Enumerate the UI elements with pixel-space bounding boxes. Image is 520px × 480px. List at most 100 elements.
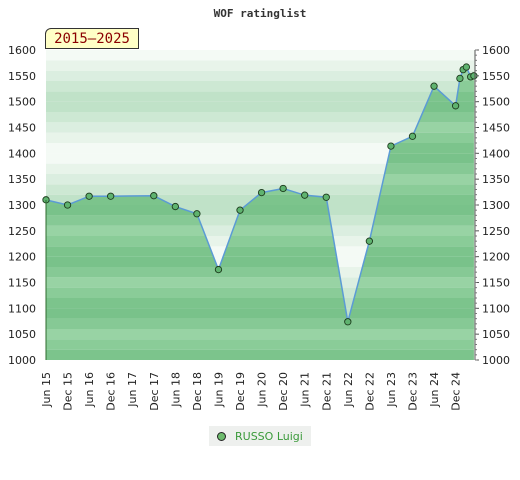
y-tick-label-right: 1500 bbox=[482, 96, 510, 109]
y-tick-label-right: 1250 bbox=[482, 225, 510, 238]
y-axis-left: 1000 1050 1100 1150 1200 1250 1300 1350 1400 1450… bbox=[8, 44, 47, 367]
background-band bbox=[46, 50, 475, 61]
data-point bbox=[257, 188, 266, 197]
y-tick-label: 1500 bbox=[8, 96, 36, 109]
x-tick-label: Jun 19 bbox=[212, 372, 225, 408]
x-tick-label: Dec 23 bbox=[406, 372, 419, 411]
y-tick-label-right: 1550 bbox=[482, 70, 510, 83]
background-band bbox=[46, 174, 475, 185]
x-tick-label: Jun 23 bbox=[385, 372, 398, 408]
y-tick-label: 1450 bbox=[8, 122, 36, 135]
x-tick-label: Jun 24 bbox=[428, 372, 441, 408]
y-tick-label: 1600 bbox=[8, 44, 36, 57]
x-tick-label: Jun 18 bbox=[169, 372, 182, 408]
background-band bbox=[46, 60, 475, 71]
y-tick-label-right: 1050 bbox=[482, 328, 510, 341]
x-tick-label: Jun 20 bbox=[256, 372, 269, 408]
area-band bbox=[46, 194, 474, 205]
x-tick-label: Dec 17 bbox=[148, 372, 161, 411]
y-tick-label: 1300 bbox=[8, 199, 36, 212]
y-tick-label: 1050 bbox=[8, 328, 36, 341]
y-tick-label: 1350 bbox=[8, 173, 36, 186]
y-tick-label-right: 1150 bbox=[482, 277, 510, 290]
data-point bbox=[344, 318, 352, 326]
x-tick-label: Jun 21 bbox=[299, 372, 312, 408]
y-tick-label: 1250 bbox=[8, 225, 36, 238]
data-point bbox=[322, 193, 330, 201]
y-tick-label-right: 1600 bbox=[482, 44, 510, 57]
area-band bbox=[46, 205, 474, 216]
area-band bbox=[46, 287, 474, 298]
x-tick-label: Jun 22 bbox=[342, 372, 355, 408]
y-tick-label-right: 1100 bbox=[482, 302, 510, 315]
y-tick-label: 1550 bbox=[8, 70, 36, 83]
y-axis-right: 1000 1050 1100 1150 1200 1250 1300 1350 1400 1450… bbox=[474, 44, 510, 367]
legend-label: RUSSO Luigi bbox=[235, 429, 303, 443]
background-band bbox=[46, 81, 475, 92]
data-point bbox=[236, 206, 244, 214]
y-tick-label-right: 1450 bbox=[482, 122, 510, 135]
x-tick-label: Dec 22 bbox=[363, 372, 376, 411]
data-point bbox=[214, 265, 223, 274]
background-band bbox=[46, 70, 475, 81]
data-point bbox=[107, 192, 115, 200]
data-point bbox=[456, 74, 464, 83]
y-tick-label: 1150 bbox=[8, 277, 36, 290]
background-band bbox=[46, 112, 475, 123]
y-tick-label: 1200 bbox=[8, 251, 36, 264]
area-band bbox=[46, 236, 474, 247]
data-point bbox=[462, 63, 471, 71]
chart-title: WOF ratinglist bbox=[214, 7, 307, 20]
data-point bbox=[301, 191, 309, 199]
data-point bbox=[193, 210, 201, 218]
area-band bbox=[46, 256, 474, 267]
x-tick-label: Dec 24 bbox=[450, 372, 463, 411]
background-band bbox=[46, 143, 475, 154]
area-band bbox=[46, 318, 474, 329]
area-band bbox=[46, 349, 474, 360]
x-axis: Jun 15 Dec 15 Jun 16 Dec 16 Jun 17 Dec 17 Jun … bbox=[40, 372, 463, 411]
area-band bbox=[46, 329, 474, 340]
y-tick-label-right: 1400 bbox=[482, 147, 510, 160]
y-tick-label-right: 1200 bbox=[482, 251, 510, 264]
area-band bbox=[46, 225, 474, 236]
data-point bbox=[171, 202, 179, 211]
area-band bbox=[46, 267, 474, 278]
data-point bbox=[150, 192, 158, 200]
data-point bbox=[365, 237, 374, 245]
legend-marker-icon bbox=[217, 431, 226, 441]
area-band bbox=[46, 308, 474, 319]
area-band bbox=[46, 298, 474, 309]
background-band bbox=[46, 122, 475, 133]
y-tick-label: 1100 bbox=[8, 302, 36, 315]
area-band bbox=[46, 339, 474, 350]
y-tick-label-right: 1350 bbox=[482, 173, 510, 186]
data-point bbox=[451, 102, 460, 110]
x-tick-label: Dec 21 bbox=[320, 372, 333, 411]
legend[interactable]: RUSSO Luigi bbox=[209, 426, 311, 446]
data-point bbox=[279, 184, 287, 193]
background-band bbox=[46, 163, 475, 174]
y-tick-label-right: 1000 bbox=[482, 354, 510, 367]
series-markers bbox=[42, 63, 478, 326]
background-band bbox=[46, 153, 475, 164]
x-tick-label: Jun 16 bbox=[83, 372, 96, 408]
x-tick-label: Jun 17 bbox=[126, 372, 139, 408]
y-tick-label: 1000 bbox=[8, 354, 36, 367]
period-badge: 2015—2025 bbox=[45, 28, 139, 49]
data-point bbox=[408, 132, 417, 140]
y-tick-label-right: 1300 bbox=[482, 199, 510, 212]
background-band bbox=[46, 132, 475, 143]
background-band bbox=[46, 91, 475, 102]
area-band bbox=[46, 215, 474, 226]
y-tick-label: 1400 bbox=[8, 147, 36, 160]
x-tick-label: Dec 18 bbox=[191, 372, 204, 411]
area-band bbox=[46, 246, 474, 257]
x-tick-label: Jun 15 bbox=[40, 372, 53, 408]
data-point bbox=[430, 82, 438, 90]
x-tick-label: Dec 20 bbox=[277, 372, 290, 411]
data-point bbox=[63, 201, 72, 209]
x-tick-label: Dec 19 bbox=[234, 372, 247, 411]
area-band bbox=[46, 277, 474, 288]
